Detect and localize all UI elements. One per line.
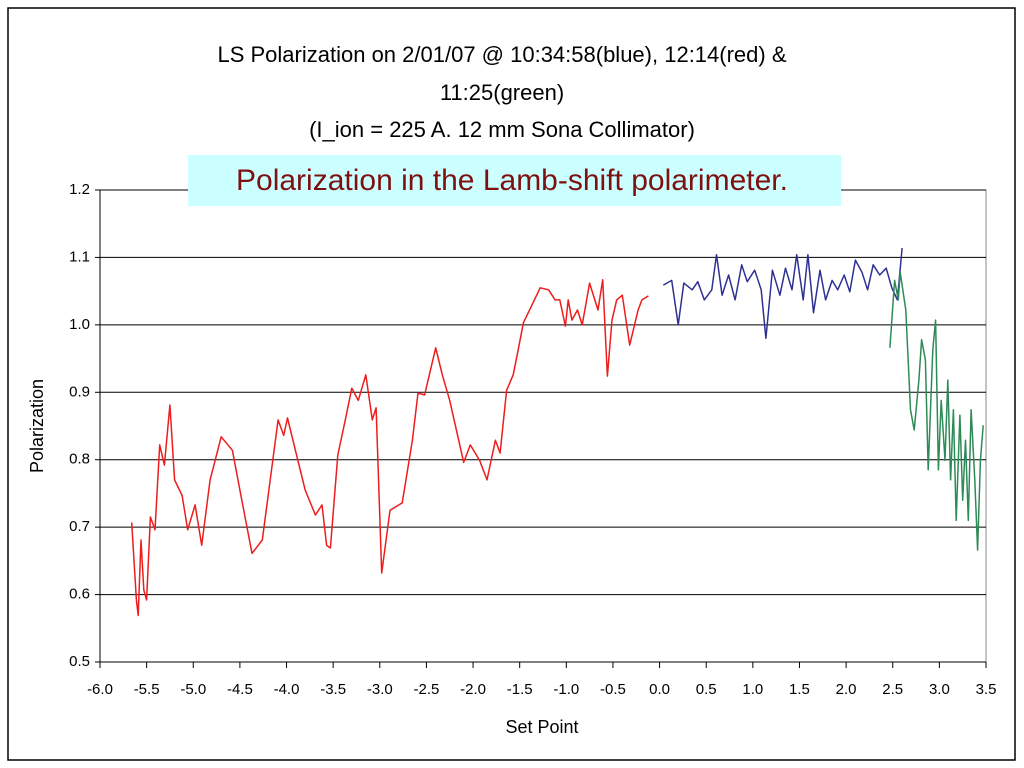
- x-tick-label: 1.0: [742, 681, 763, 698]
- y-axis-label: Polarization: [27, 379, 47, 473]
- y-tick-label: 0.6: [69, 586, 90, 603]
- series-line: [889, 271, 984, 551]
- chart-title: 11:25(green): [440, 80, 564, 105]
- frame: [7, 7, 1016, 761]
- x-tick-label: 0.0: [649, 681, 670, 698]
- x-tick-label: -0.5: [600, 681, 626, 698]
- x-tick-label: 3.5: [976, 681, 997, 698]
- chart-title: LS Polarization on 2/01/07 @ 10:34:58(bl…: [217, 42, 786, 67]
- annotation: Polarization in the Lamb-shift polarimet…: [236, 164, 788, 197]
- y-tick-label: 0.9: [69, 383, 90, 400]
- x-tick-label: -3.0: [367, 681, 393, 698]
- y-tick-label: 0.7: [69, 518, 90, 535]
- x-tick-label: -4.5: [227, 681, 253, 698]
- y-tick-label: 1.2: [69, 181, 90, 198]
- x-tick-label: -6.0: [87, 681, 113, 698]
- x-tick-label: 3.0: [929, 681, 950, 698]
- x-tick-label: -5.5: [134, 681, 160, 698]
- x-tick-label: -2.5: [413, 681, 439, 698]
- y-tick-label: 1.0: [69, 316, 90, 333]
- y-tick-label: 0.5: [69, 653, 90, 670]
- x-tick-label: 1.5: [789, 681, 810, 698]
- x-tick-label: 2.5: [882, 681, 903, 698]
- series-line: [662, 247, 903, 340]
- chart-title: (I_ion = 225 A. 12 mm Sona Collimator): [309, 117, 695, 142]
- x-axis-label: Set Point: [505, 717, 578, 737]
- x-tick-label: -1.5: [507, 681, 533, 698]
- series-line: [130, 278, 649, 617]
- x-tick-label: 2.0: [836, 681, 857, 698]
- x-tick-label: -1.0: [553, 681, 579, 698]
- y-tick-label: 0.8: [69, 451, 90, 468]
- annotation-box: [188, 155, 841, 206]
- x-tick-label: -4.0: [274, 681, 300, 698]
- x-tick-label: 0.5: [696, 681, 717, 698]
- x-tick-label: -2.0: [460, 681, 486, 698]
- y-tick-label: 1.1: [69, 248, 90, 265]
- x-tick-label: -3.5: [320, 681, 346, 698]
- x-tick-label: -5.0: [180, 681, 206, 698]
